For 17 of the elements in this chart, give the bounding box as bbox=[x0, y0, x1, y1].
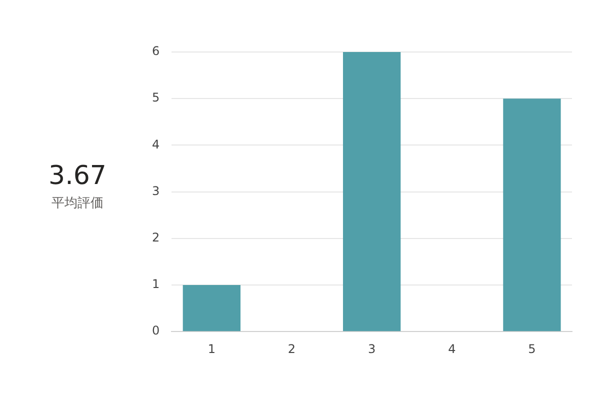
y-tick-label: 5 bbox=[152, 90, 160, 105]
y-tick-label: 4 bbox=[152, 137, 160, 152]
x-tick-label: 2 bbox=[288, 342, 296, 356]
x-tick-label: 4 bbox=[448, 342, 456, 356]
bar bbox=[182, 285, 240, 332]
text: 3.67 bbox=[48, 160, 108, 192]
x-tick-label: 1 bbox=[208, 342, 216, 356]
y-tick-label: 6 bbox=[152, 44, 160, 58]
y-tick-label: 1 bbox=[152, 277, 160, 292]
text: 平均評価 bbox=[50, 195, 104, 212]
bar bbox=[503, 98, 561, 332]
x-tick-label: 3 bbox=[368, 342, 376, 356]
x-tick-label: 5 bbox=[528, 342, 536, 356]
y-tick-label: 2 bbox=[152, 230, 160, 245]
y-tick-label: 3 bbox=[152, 184, 160, 198]
bar bbox=[342, 52, 401, 332]
y-tick-label: 0 bbox=[152, 324, 160, 338]
